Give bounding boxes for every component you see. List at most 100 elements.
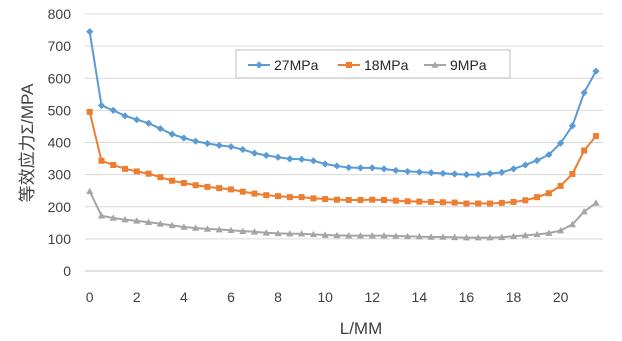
data-point xyxy=(122,165,129,172)
data-point xyxy=(392,197,399,204)
data-point xyxy=(557,182,564,189)
data-point xyxy=(345,163,353,172)
data-point xyxy=(215,225,223,233)
data-point xyxy=(474,171,482,179)
data-point xyxy=(274,153,282,161)
data-point xyxy=(215,141,223,149)
data-point xyxy=(255,61,263,69)
data-point xyxy=(557,226,565,234)
data-point xyxy=(345,197,352,204)
data-point xyxy=(345,232,353,239)
x-axis-title: L/MM xyxy=(340,319,383,338)
data-point xyxy=(192,224,200,231)
data-point xyxy=(498,168,506,176)
data-point xyxy=(133,116,141,124)
data-point xyxy=(404,198,411,205)
data-point xyxy=(274,229,282,237)
data-point xyxy=(97,212,106,219)
data-point xyxy=(403,167,412,176)
data-point xyxy=(144,119,153,127)
data-point xyxy=(333,231,341,239)
data-point xyxy=(381,197,388,204)
data-point xyxy=(121,112,129,120)
y-tick-label: 400 xyxy=(48,135,72,151)
data-point xyxy=(227,186,234,193)
data-point xyxy=(192,182,199,189)
data-point xyxy=(145,170,152,177)
data-point xyxy=(298,230,306,237)
data-point xyxy=(534,194,541,201)
legend-label: 9MPa xyxy=(450,57,487,73)
data-point xyxy=(156,125,164,133)
data-point xyxy=(180,134,188,142)
data-point xyxy=(510,198,517,205)
data-point xyxy=(545,151,553,159)
data-point xyxy=(262,151,270,159)
data-point xyxy=(356,232,365,239)
x-tick-label: 6 xyxy=(227,289,235,305)
series-18MPa xyxy=(86,108,599,207)
y-tick-label: 800 xyxy=(48,6,72,22)
data-point xyxy=(474,233,482,241)
x-tick-label: 0 xyxy=(86,289,94,305)
data-point xyxy=(521,161,529,169)
data-point xyxy=(110,161,117,168)
data-point xyxy=(545,190,552,197)
x-tick-label: 2 xyxy=(133,289,141,305)
data-point xyxy=(592,67,600,75)
data-point xyxy=(227,143,235,151)
y-axis-title: 等效应力Σ/MPA xyxy=(18,83,37,202)
data-point xyxy=(144,218,153,225)
data-point xyxy=(333,196,340,203)
legend-item: 27MPa xyxy=(248,57,319,73)
x-tick-label: 4 xyxy=(180,289,188,305)
x-tick-label: 12 xyxy=(364,289,380,305)
data-point xyxy=(368,164,376,172)
data-point xyxy=(121,216,129,223)
y-tick-label: 0 xyxy=(63,263,71,279)
x-tick-label: 16 xyxy=(459,289,475,305)
data-point xyxy=(486,170,494,178)
data-point xyxy=(569,170,576,177)
data-point xyxy=(239,227,247,234)
data-point xyxy=(192,137,200,145)
data-point xyxy=(180,179,187,186)
data-point xyxy=(463,200,470,207)
legend-label: 18MPa xyxy=(364,57,409,73)
x-tick-label: 8 xyxy=(274,289,282,305)
data-point xyxy=(180,223,188,230)
data-point xyxy=(369,196,376,203)
data-point xyxy=(428,198,435,205)
y-axis-ticks: 0 100 200 300 400 500 600 700 800 xyxy=(48,6,72,279)
data-point xyxy=(157,174,164,181)
x-tick-label: 10 xyxy=(317,289,333,305)
data-point xyxy=(168,130,176,138)
data-point xyxy=(368,232,376,239)
legend-box xyxy=(235,49,511,79)
data-point xyxy=(204,183,211,190)
data-point xyxy=(346,62,352,68)
data-point xyxy=(439,199,446,206)
data-point xyxy=(250,149,259,157)
data-point xyxy=(227,226,235,234)
data-point xyxy=(545,229,553,236)
data-point xyxy=(557,139,565,147)
data-point xyxy=(451,199,458,206)
data-point xyxy=(439,169,447,177)
data-point xyxy=(451,170,459,178)
series-group xyxy=(86,28,600,241)
data-point xyxy=(427,169,435,177)
data-point xyxy=(239,188,246,195)
data-point xyxy=(486,200,493,207)
data-point xyxy=(568,122,576,130)
data-point xyxy=(462,171,471,179)
x-tick-label: 20 xyxy=(553,289,569,305)
data-point xyxy=(581,147,588,154)
data-point xyxy=(427,233,435,240)
data-point xyxy=(309,157,317,165)
legend-item: 18MPa xyxy=(338,57,409,73)
data-point xyxy=(109,214,117,221)
y-tick-label: 500 xyxy=(48,102,72,118)
data-point xyxy=(97,101,106,110)
